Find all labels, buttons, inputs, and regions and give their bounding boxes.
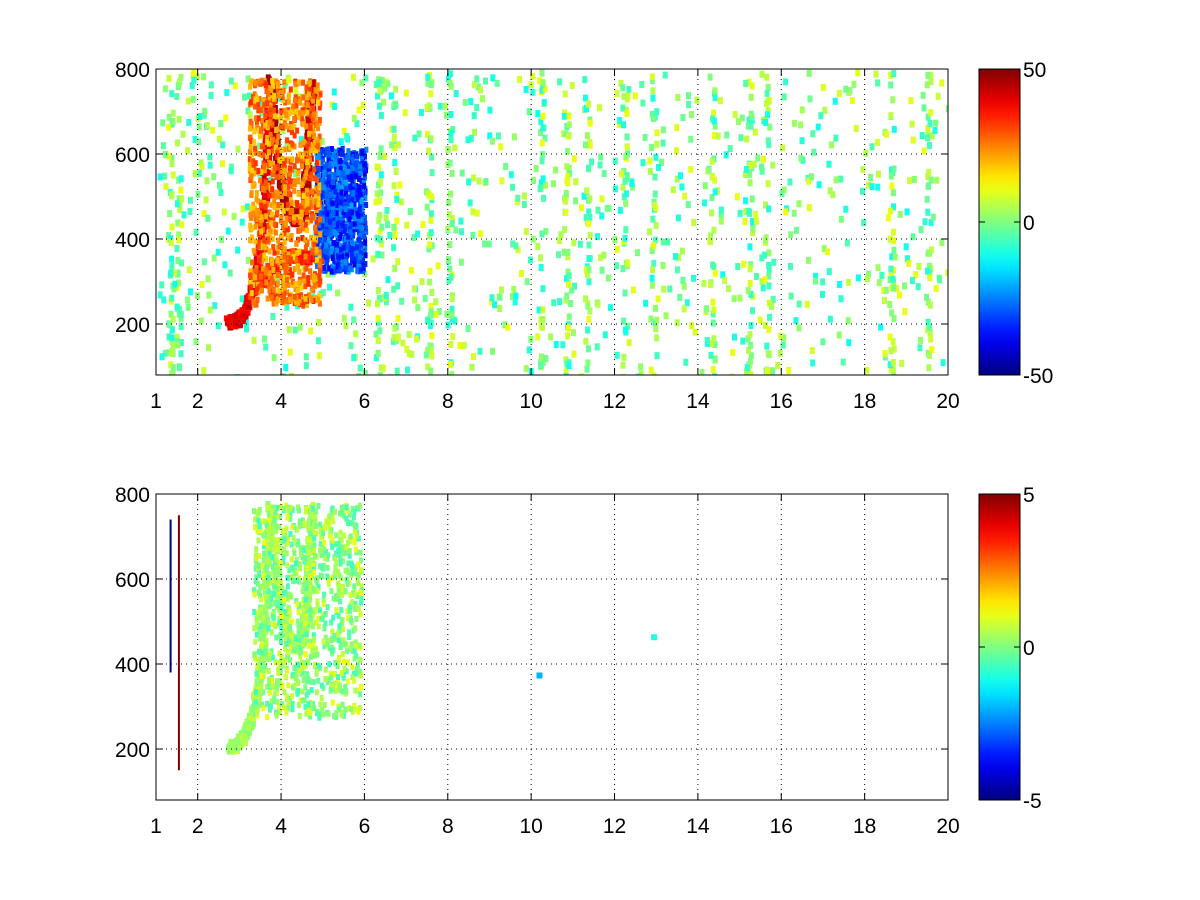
x-tick-label: 6 <box>359 815 371 838</box>
y-tick-label: 200 <box>115 739 150 762</box>
x-tick-label: 6 <box>359 390 371 413</box>
y-tick-label: 600 <box>115 144 150 167</box>
colorbar-label: -50 <box>1023 365 1053 388</box>
x-tick-label: 2 <box>192 390 204 413</box>
x-tick-label: 10 <box>519 390 542 413</box>
colorbar-gradient <box>978 493 1021 801</box>
x-tick-label: 16 <box>770 390 793 413</box>
colorbar: 50 0 -50 <box>978 59 1053 388</box>
feature-blob-5 <box>247 77 323 309</box>
grid-lines <box>156 69 948 375</box>
colorbar-label: 50 <box>1023 59 1046 82</box>
colorbar-label: 5 <box>1023 484 1035 507</box>
x-tick-label: 1 <box>150 390 162 413</box>
x-tick-label: 4 <box>275 815 287 838</box>
y-tick-label: 600 <box>115 569 150 592</box>
axes-frame <box>155 68 949 376</box>
x-tick-label: 2 <box>192 815 204 838</box>
x-tick-label: 8 <box>442 815 454 838</box>
x-tick-label: 12 <box>603 390 626 413</box>
x-tick-label: 20 <box>936 390 959 413</box>
x-tick-label: 16 <box>770 815 793 838</box>
colorbar-label: 0 <box>1023 637 1035 660</box>
y-tick-label: 200 <box>115 314 150 337</box>
x-tick-label: 18 <box>853 390 876 413</box>
colorbar-gradient <box>978 68 1021 376</box>
colorbar: 5 0 -5 <box>978 484 1042 813</box>
x-tick-label: 20 <box>936 815 959 838</box>
x-tick-label: 14 <box>686 390 710 413</box>
axes-frame <box>155 493 949 801</box>
y-tick-label: 800 <box>115 59 150 82</box>
feature-blob-3 <box>251 502 364 721</box>
colorbar-label: 0 <box>1023 212 1035 235</box>
feature-blob-4 <box>314 145 369 275</box>
feature-point-7 <box>651 634 658 641</box>
x-tick-label: 1 <box>150 815 162 838</box>
y-tick-label: 400 <box>115 654 150 677</box>
x-tick-label: 10 <box>519 815 542 838</box>
heatmap-field <box>169 501 658 771</box>
grid-lines <box>156 494 948 800</box>
x-tick-label: 14 <box>686 815 710 838</box>
colorbar-label: -5 <box>1023 790 1042 813</box>
y-tick-label: 400 <box>115 229 150 252</box>
heatmap-field <box>157 69 948 375</box>
x-tick-label: 4 <box>275 390 287 413</box>
x-tick-label: 18 <box>853 815 876 838</box>
y-tick-label: 800 <box>115 484 150 507</box>
x-tick-label: 12 <box>603 815 626 838</box>
feature-point-6 <box>536 672 543 679</box>
x-tick-label: 8 <box>442 390 454 413</box>
